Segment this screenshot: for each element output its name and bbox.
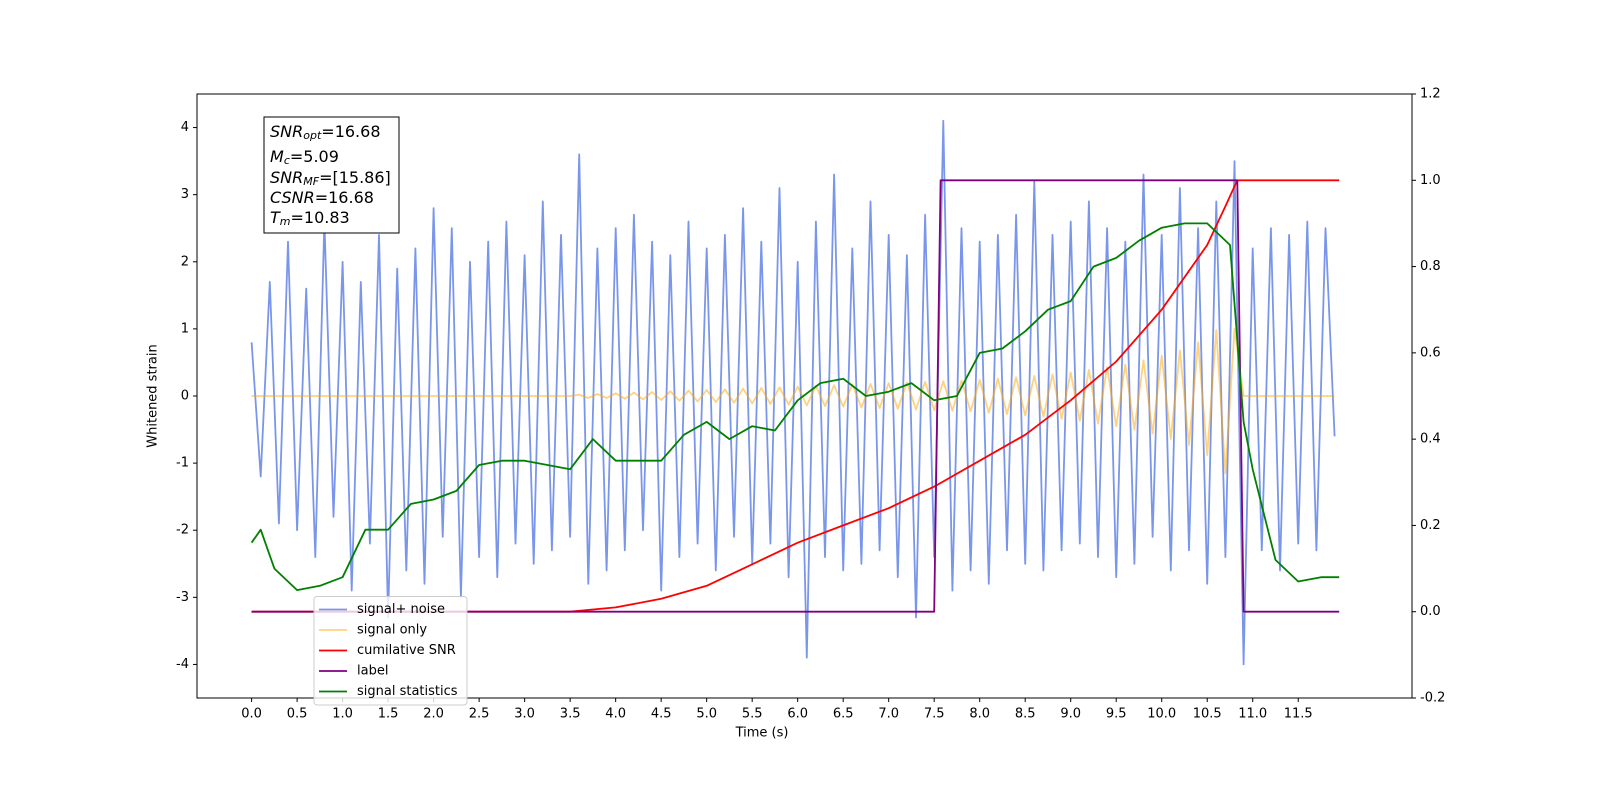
x-axis-label: Time (s) bbox=[735, 726, 789, 741]
y2-tick-label: 0.0 bbox=[1420, 604, 1441, 619]
y-tick-label: 0 bbox=[181, 389, 189, 404]
legend-label: signal statistics bbox=[357, 684, 458, 699]
axes-frame bbox=[196, 93, 1413, 699]
x-tick-label: 9.5 bbox=[1106, 707, 1127, 722]
annotation-base: SNR bbox=[270, 168, 303, 187]
annotation-sub: c bbox=[284, 154, 290, 167]
x-tick-label: 3.5 bbox=[560, 707, 581, 722]
y-tick-label: -4 bbox=[176, 657, 189, 672]
x-tick-label: 2.5 bbox=[469, 707, 490, 722]
y-tick-label: -3 bbox=[176, 590, 189, 605]
annotation-rest: =10.83 bbox=[291, 208, 350, 227]
annotation-sub: MF bbox=[303, 175, 319, 188]
y-tick-label: 1 bbox=[181, 321, 189, 336]
x-tick-label: 4.5 bbox=[651, 707, 672, 722]
series-line bbox=[250, 119, 1336, 666]
x-tick-label: 3.0 bbox=[514, 707, 535, 722]
x-tick-label: 1.5 bbox=[378, 707, 399, 722]
x-tick-label: 7.5 bbox=[924, 707, 945, 722]
annotation-frame bbox=[263, 116, 400, 234]
y-tick-label: -2 bbox=[176, 523, 189, 538]
y2-tick-label: 1.2 bbox=[1420, 87, 1441, 102]
x-tick-label: 10.0 bbox=[1147, 707, 1176, 722]
y2-tick-label: 0.4 bbox=[1420, 432, 1441, 447]
x-tick-label: 8.5 bbox=[1015, 707, 1036, 722]
x-tick-label: 7.0 bbox=[878, 707, 899, 722]
legend-frame bbox=[313, 596, 468, 706]
x-tick-label: 11.0 bbox=[1238, 707, 1267, 722]
series-line bbox=[251, 327, 1335, 475]
x-tick-label: 5.0 bbox=[696, 707, 717, 722]
x-tick-label: 9.0 bbox=[1060, 707, 1081, 722]
x-tick-label: 6.0 bbox=[787, 707, 808, 722]
annotation-base: T bbox=[270, 208, 281, 227]
x-tick-label: 5.5 bbox=[742, 707, 763, 722]
y-tick-label: 4 bbox=[181, 120, 189, 135]
annotation-line: SNRopt=16.68 bbox=[270, 122, 381, 143]
annotation-line: CSNR=16.68 bbox=[270, 188, 374, 207]
annotation-sub: opt bbox=[303, 129, 322, 142]
x-tick-label: 2.0 bbox=[423, 707, 444, 722]
y2-tick-label: 0.2 bbox=[1420, 518, 1441, 533]
annotation-base: SNR bbox=[270, 122, 303, 141]
annotation-rest: =5.09 bbox=[290, 147, 339, 166]
annotation-rest: =16.68 bbox=[321, 122, 380, 141]
series-line bbox=[251, 179, 1340, 613]
annotation-line: Tm=10.83 bbox=[270, 208, 350, 229]
annotation-base: CSNR bbox=[270, 188, 315, 207]
legend-label: cumilative SNR bbox=[357, 643, 456, 658]
y-axis-label: Whitened strain bbox=[146, 344, 161, 447]
y2-tick-label: -0.2 bbox=[1420, 691, 1445, 706]
y-tick-label: 2 bbox=[181, 254, 189, 269]
y2-tick-label: 1.0 bbox=[1420, 173, 1441, 188]
y2-tick-label: 0.8 bbox=[1420, 259, 1441, 274]
legend-label: signal+ noise bbox=[357, 602, 445, 617]
x-tick-label: 0.5 bbox=[287, 707, 308, 722]
legend: signal+ noise signal only cumilative SNR la… bbox=[313, 596, 468, 706]
x-tick-label: 1.0 bbox=[332, 707, 353, 722]
annotation-line: Mc=5.09 bbox=[270, 147, 339, 168]
annotation-box: SNRopt=16.68Mc=5.09SNRMF=[15.86]CSNR=16.… bbox=[263, 116, 400, 234]
x-tick-label: 4.0 bbox=[605, 707, 626, 722]
y2-tick-label: 0.6 bbox=[1420, 345, 1441, 360]
annotation-line: SNRMF=[15.86] bbox=[270, 168, 391, 189]
x-tick-label: 8.0 bbox=[969, 707, 990, 722]
x-tick-label: 6.5 bbox=[833, 707, 854, 722]
legend-label: signal only bbox=[357, 623, 427, 638]
x-tick-label: 10.5 bbox=[1193, 707, 1222, 722]
x-tick-label: 0.0 bbox=[241, 707, 262, 722]
annotation-sub: m bbox=[280, 215, 291, 228]
y-tick-label: 3 bbox=[181, 187, 189, 202]
annotation-rest: =[15.86] bbox=[319, 168, 391, 187]
legend-label: label bbox=[357, 664, 388, 679]
y-tick-label: -1 bbox=[176, 456, 189, 471]
x-tick-label: 11.5 bbox=[1284, 707, 1313, 722]
series-line bbox=[251, 179, 1340, 613]
annotation-base: M bbox=[270, 147, 284, 166]
series-line bbox=[250, 222, 1340, 591]
annotation-rest: =16.68 bbox=[315, 188, 374, 207]
